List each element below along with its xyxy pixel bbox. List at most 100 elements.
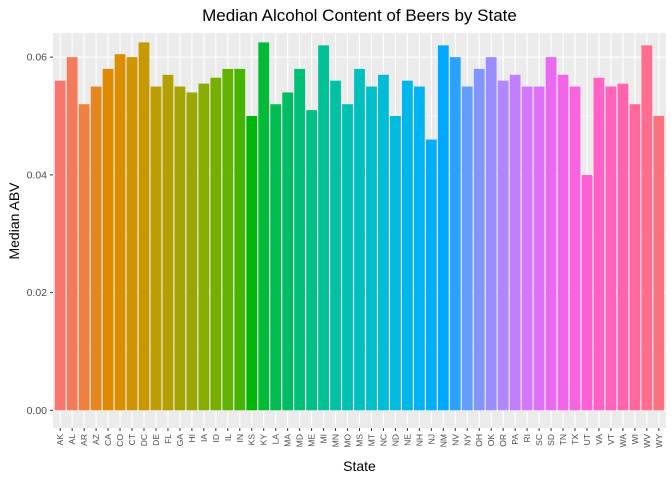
x-tick-label-ms: MS xyxy=(355,434,365,447)
x-tick-label-hi: HI xyxy=(187,434,197,443)
x-axis-title: State xyxy=(343,458,376,474)
bar-ut xyxy=(581,174,593,411)
y-axis: 0.00 0.02 0.04 0.06 xyxy=(27,52,53,417)
x-tick-label-ar: AR xyxy=(79,434,89,446)
x-tick-label-la: LA xyxy=(271,434,281,445)
bar-nd xyxy=(390,116,401,411)
x-tick-label-va: VA xyxy=(594,434,604,445)
x-tick-label-il: IL xyxy=(223,434,233,441)
x-tick-label-ks: KS xyxy=(247,434,257,446)
bar-ct xyxy=(126,57,138,411)
bar-ar xyxy=(78,104,90,411)
bar-al xyxy=(66,57,78,411)
x-tick-label-ca: CA xyxy=(103,434,113,446)
bar-de xyxy=(150,86,162,411)
bar-ok xyxy=(485,57,497,411)
y-tick-label: 0.00 xyxy=(27,405,48,417)
y-tick-label: 0.06 xyxy=(27,52,48,64)
x-tick-label-ga: GA xyxy=(175,434,185,447)
bar-ms xyxy=(354,68,365,411)
bar-fl xyxy=(162,74,174,411)
bar-az xyxy=(90,86,102,411)
x-tick-label-co: CO xyxy=(115,434,125,447)
x-axis: AK AL AR AZ CA CO CT DC DE FL GA HI IA ID IL IN KS KY LA MA… xyxy=(55,428,664,448)
bar-id xyxy=(210,77,222,411)
bar-mo xyxy=(342,104,353,411)
bar-wy xyxy=(653,116,665,411)
x-tick-label-ky: KY xyxy=(259,434,269,446)
x-tick-label-al: AL xyxy=(67,434,77,445)
x-tick-label-ak: AK xyxy=(55,434,65,446)
bar-la xyxy=(270,104,282,411)
x-tick-label-or: OR xyxy=(498,434,508,447)
y-tick-label: 0.02 xyxy=(27,287,48,299)
bar-mt xyxy=(366,86,377,411)
x-tick-label-ct: CT xyxy=(127,434,137,445)
bar-sd xyxy=(545,57,557,411)
x-tick-label-nj: NJ xyxy=(426,434,436,444)
bar-ga xyxy=(174,86,186,411)
bar-ks xyxy=(246,116,258,411)
bar-sc xyxy=(533,86,545,411)
bar-ia xyxy=(198,83,210,411)
x-tick-label-in: IN xyxy=(235,434,245,443)
bar-nh xyxy=(413,86,425,411)
bar-wi xyxy=(629,104,641,411)
x-tick-label-mo: MO xyxy=(343,434,353,448)
bar-nj xyxy=(425,139,437,411)
x-tick-label-nh: NH xyxy=(414,434,424,446)
x-tick-label-ut: UT xyxy=(582,434,592,445)
bar-mi xyxy=(318,45,329,411)
bar-tn xyxy=(557,74,569,411)
y-tick-label: 0.04 xyxy=(27,169,48,181)
x-tick-label-sd: SD xyxy=(546,434,556,446)
bar-in xyxy=(234,68,246,411)
bar-dc xyxy=(138,42,150,411)
x-tick-label-mi: MI xyxy=(319,434,329,443)
x-tick-label-de: DE xyxy=(151,434,161,446)
x-tick-label-ny: NY xyxy=(462,434,472,446)
x-tick-label-nd: ND xyxy=(390,434,400,446)
x-tick-label-wv: WV xyxy=(642,434,652,448)
bar-me xyxy=(306,110,317,411)
x-tick-label-tn: TN xyxy=(558,434,568,445)
bar-ma xyxy=(282,92,294,411)
bars xyxy=(54,42,665,411)
x-tick-label-md: MD xyxy=(295,434,305,447)
bar-ak xyxy=(54,80,66,411)
bar-wa xyxy=(617,83,629,411)
bar-ca xyxy=(102,68,114,411)
x-tick-label-tx: TX xyxy=(570,434,580,445)
bar-nv xyxy=(449,57,461,411)
x-tick-label-ok: OK xyxy=(486,434,496,447)
x-tick-label-pa: PA xyxy=(510,434,520,445)
x-tick-label-mn: MN xyxy=(331,434,341,447)
bar-md xyxy=(294,68,306,411)
x-tick-label-az: AZ xyxy=(91,434,101,445)
bar-tx xyxy=(569,86,581,411)
bar-ny xyxy=(461,86,473,411)
x-tick-label-id: ID xyxy=(211,434,221,443)
bar-pa xyxy=(509,74,521,411)
x-tick-label-nv: NV xyxy=(450,434,460,446)
bar-mn xyxy=(330,80,341,411)
x-tick-label-oh: OH xyxy=(474,434,484,447)
bar-il xyxy=(222,68,234,411)
x-tick-label-nc: NC xyxy=(378,434,388,446)
x-tick-label-wa: WA xyxy=(618,434,628,448)
x-tick-label-ne: NE xyxy=(402,434,412,446)
chart-title: Median Alcohol Content of Beers by State xyxy=(202,6,517,25)
y-axis-title: Median ABV xyxy=(6,182,22,260)
x-tick-label-me: ME xyxy=(307,434,317,447)
x-tick-label-sc: SC xyxy=(534,434,544,446)
bar-nm xyxy=(437,45,449,411)
bar-hi xyxy=(186,92,198,411)
x-tick-label-ma: MA xyxy=(283,434,293,447)
bar-oh xyxy=(473,68,485,411)
bar-wv xyxy=(641,45,653,411)
x-tick-label-wi: WI xyxy=(630,434,640,444)
x-tick-label-dc: DC xyxy=(139,434,149,446)
bar-nc xyxy=(378,74,389,411)
bar-or xyxy=(497,80,509,411)
